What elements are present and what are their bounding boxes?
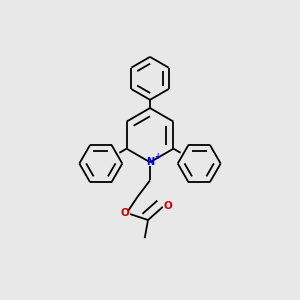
Text: O: O <box>121 208 129 218</box>
Text: +: + <box>154 152 161 161</box>
Text: O: O <box>164 201 172 211</box>
Text: N: N <box>146 157 154 167</box>
